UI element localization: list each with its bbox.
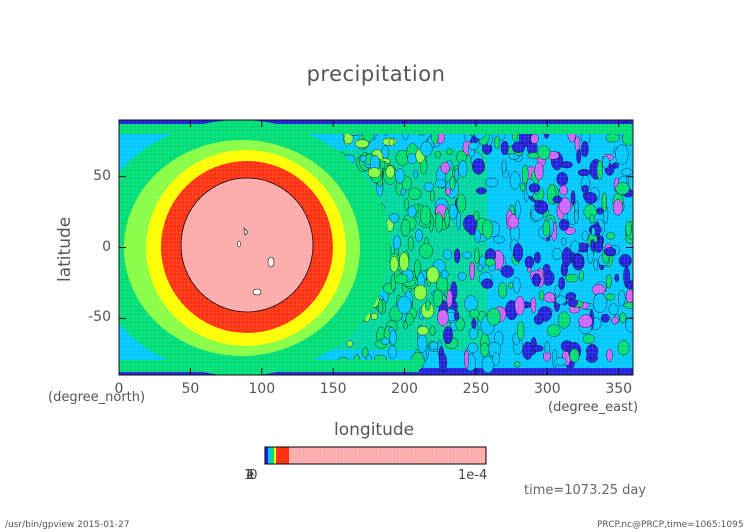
y-tick-label: -50 — [88, 309, 111, 326]
heatmap-field — [119, 120, 633, 375]
colorbar — [264, 446, 487, 465]
colorbar-label-overlap: 1e-10 — [244, 468, 257, 483]
x-tick-label: 50 — [181, 381, 200, 397]
x-tick-label: 250 — [462, 381, 490, 397]
x-tick-label: 100 — [248, 381, 276, 397]
colorbar-grid — [290, 447, 484, 464]
x-tick-label: 200 — [391, 381, 418, 397]
x-tick-label: 300 — [533, 381, 561, 397]
y-tick-label: 50 — [93, 167, 111, 184]
footer-right: PRCP.nc@PRCP,time=1065:1095 — [597, 520, 744, 530]
y-tick-label: 0 — [102, 238, 111, 255]
grid-overlay — [119, 120, 633, 375]
x-ticks — [118, 120, 620, 375]
colorbar-label-right: 1e-4 — [458, 468, 488, 483]
footer-left: /usr/bin/gpview 2015-01-27 — [5, 520, 130, 530]
colorbar-seg-4 — [274, 447, 276, 464]
colorbar-seg-3 — [271, 447, 274, 464]
chart-title: precipitation — [306, 62, 446, 86]
x-tick-label: 0 — [114, 381, 124, 397]
x-tick-label: 350 — [605, 381, 633, 397]
y-axis-label: latitude — [55, 216, 75, 282]
x-axis-label: longitude — [334, 420, 415, 440]
colorbar-frame — [264, 446, 487, 465]
colorbar-seg-2 — [268, 447, 271, 464]
x-unit-label: (degree_east) — [548, 400, 639, 415]
colorbar-seg-1 — [265, 447, 268, 464]
x-tick-label: 150 — [319, 381, 347, 397]
time-annotation: time=1073.25 day — [524, 483, 647, 498]
y-unit-label: (degree_north) — [48, 390, 146, 405]
colorbar-seg-5 — [276, 447, 289, 464]
y-ticks — [119, 176, 633, 319]
